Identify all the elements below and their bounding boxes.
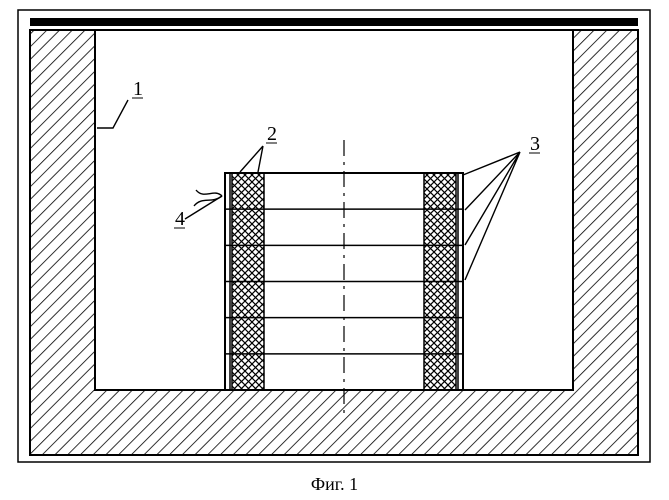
callout-4-label: 4	[175, 208, 185, 230]
vessel-wall	[30, 30, 638, 455]
callout-4-wire	[194, 190, 222, 206]
callout-2-label: 2	[267, 123, 277, 145]
figure-caption: Фиг. 1	[0, 474, 669, 495]
cavity-outline	[95, 30, 573, 390]
figure-svg: 1 2 3 4	[0, 0, 669, 470]
lid	[30, 18, 638, 26]
callout-2-leader	[240, 146, 263, 172]
callout-1-label: 1	[133, 78, 143, 100]
callout-3-leader	[463, 152, 520, 280]
callout-3-label: 3	[530, 133, 540, 155]
callout-1-leader	[97, 100, 128, 128]
